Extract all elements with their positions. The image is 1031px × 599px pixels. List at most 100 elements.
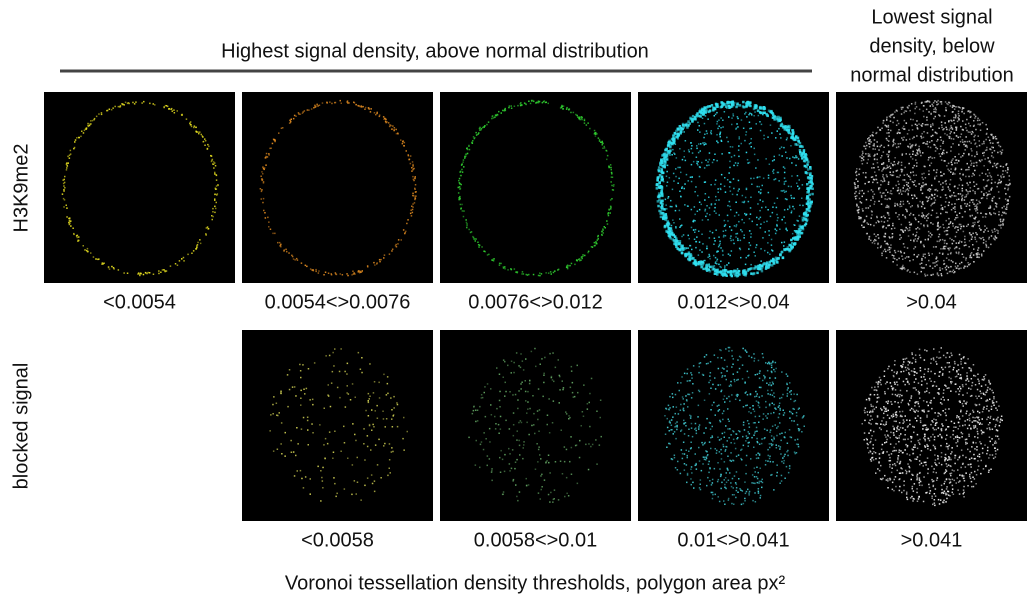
- signal-dot: [918, 236, 920, 238]
- signal-dot: [413, 179, 415, 181]
- signal-dot: [576, 444, 578, 446]
- signal-dot: [734, 215, 736, 217]
- signal-dot: [787, 393, 789, 395]
- signal-dot: [937, 216, 939, 218]
- signal-dot: [600, 142, 602, 144]
- signal-dot: [785, 198, 787, 200]
- signal-dot: [724, 395, 726, 397]
- signal-dot: [731, 486, 733, 488]
- signal-dot: [885, 189, 887, 191]
- signal-dot: [502, 110, 504, 112]
- signal-dot: [975, 116, 977, 118]
- signal-dot: [959, 213, 961, 215]
- signal-dot: [388, 122, 390, 124]
- signal-dot: [722, 126, 724, 128]
- signal-dot: [575, 114, 577, 116]
- signal-dot: [962, 188, 964, 190]
- signal-dot: [806, 172, 809, 175]
- signal-dot: [276, 403, 278, 405]
- signal-dot: [69, 220, 71, 222]
- signal-dot: [294, 475, 296, 477]
- signal-dot: [611, 169, 613, 171]
- signal-dot: [402, 143, 404, 145]
- signal-dot: [880, 247, 882, 249]
- signal-dot: [679, 248, 682, 251]
- signal-dot: [505, 391, 507, 393]
- signal-dot: [729, 206, 731, 208]
- signal-dot: [771, 435, 773, 437]
- signal-dot: [702, 142, 704, 144]
- signal-dot: [752, 500, 754, 502]
- signal-dot: [797, 139, 800, 142]
- signal-dot: [972, 190, 974, 192]
- signal-dot: [886, 176, 888, 178]
- signal-dot: [360, 106, 362, 108]
- signal-dot: [758, 488, 760, 490]
- signal-dot: [706, 485, 708, 487]
- signal-dot: [976, 241, 978, 243]
- signal-dot: [194, 125, 196, 127]
- signal-dot: [771, 244, 773, 246]
- signal-dot: [730, 274, 733, 277]
- signal-dot: [721, 102, 724, 105]
- signal-dot: [1003, 206, 1005, 208]
- signal-dot: [980, 161, 982, 163]
- signal-dot: [912, 167, 914, 169]
- signal-dot: [968, 154, 970, 156]
- signal-dot: [902, 259, 904, 261]
- signal-dot: [985, 216, 987, 218]
- signal-dot: [940, 213, 942, 215]
- signal-dot: [950, 222, 952, 224]
- signal-dot: [964, 245, 966, 247]
- signal-dot: [949, 184, 951, 186]
- signal-dot: [689, 380, 691, 382]
- signal-dot: [701, 442, 703, 444]
- signal-dot: [347, 275, 349, 277]
- signal-dot: [760, 481, 762, 483]
- signal-dot: [758, 405, 760, 407]
- signal-dot: [546, 460, 548, 462]
- signal-dot: [978, 257, 980, 259]
- signal-dot: [892, 261, 894, 263]
- signal-dot: [724, 375, 726, 377]
- signal-dot: [952, 111, 954, 113]
- signal-dot: [909, 260, 911, 262]
- signal-dot: [741, 219, 743, 221]
- signal-dot: [677, 138, 679, 140]
- signal-dot: [769, 235, 771, 237]
- signal-dot: [950, 266, 952, 268]
- signal-dot: [980, 213, 982, 215]
- signal-dot: [886, 132, 888, 134]
- signal-dot: [503, 491, 505, 493]
- signal-dot: [332, 352, 334, 354]
- signal-dot: [863, 145, 865, 147]
- signal-dot: [994, 163, 996, 165]
- signal-dot: [905, 257, 907, 259]
- signal-dot: [1002, 207, 1004, 209]
- signal-dot: [611, 185, 613, 187]
- signal-dot: [730, 209, 732, 211]
- signal-dot: [776, 427, 778, 429]
- signal-dot: [596, 463, 598, 465]
- signal-dot: [960, 224, 962, 226]
- signal-dot: [714, 154, 716, 156]
- signal-dot: [706, 130, 708, 132]
- signal-dot: [966, 194, 968, 196]
- signal-dot: [745, 405, 747, 407]
- signal-dot: [362, 270, 364, 272]
- signal-dot: [744, 113, 746, 115]
- signal-dot: [715, 262, 717, 264]
- signal-dot: [719, 439, 721, 441]
- signal-dot: [915, 186, 917, 188]
- signal-dot: [316, 104, 318, 106]
- signal-dot: [319, 105, 321, 107]
- signal-dot: [961, 133, 963, 135]
- signal-dot: [172, 110, 174, 112]
- signal-dot: [702, 243, 704, 245]
- signal-dot: [783, 245, 785, 247]
- signal-dot: [491, 471, 493, 473]
- signal-dot: [776, 224, 778, 226]
- signal-dot: [711, 266, 714, 269]
- signal-dot: [904, 230, 906, 232]
- signal-dot: [584, 122, 586, 124]
